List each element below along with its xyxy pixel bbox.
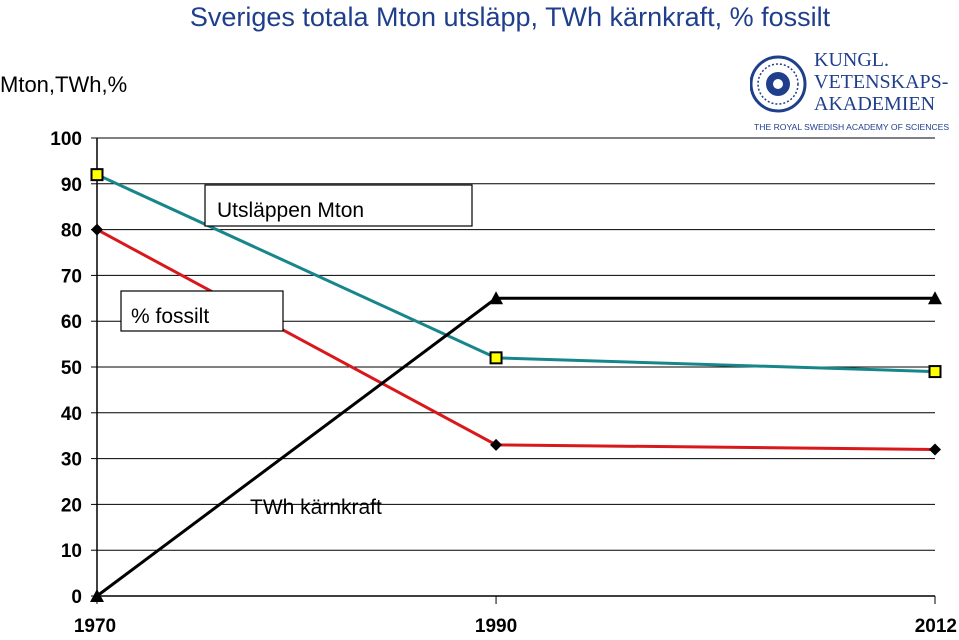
x-tick-label: 1970 [74, 616, 116, 637]
y-tick-label: 50 [61, 358, 82, 379]
y-tick-label: 90 [61, 175, 82, 196]
logo-line-2: VETENSKAPS- [814, 71, 948, 93]
series-label-box [120, 290, 284, 332]
x-tick-labels: 1970 1990 2012 [74, 616, 957, 637]
y-tick-label: 60 [61, 312, 82, 333]
series-label: Utsläppen Mton [217, 199, 364, 222]
data-point [91, 223, 103, 236]
x-tick-label: 1990 [475, 616, 517, 637]
chart-title: Sveriges totala Mton utsläpp, TWh kärnkr… [189, 2, 831, 32]
y-tick-label: 0 [71, 587, 82, 608]
y-tick-label: 70 [61, 266, 82, 287]
series-annotations: Utsläppen Mton % fossilt TWh kärnkraft [120, 184, 473, 519]
series-markers [90, 168, 942, 602]
y-tick-label: 10 [61, 541, 82, 562]
data-point [90, 168, 104, 182]
y-tick-label: 100 [50, 129, 82, 150]
logo-line-3: AKADEMIEN [814, 93, 935, 115]
data-point [489, 291, 504, 305]
series-label: % fossilt [131, 305, 209, 328]
crest-icon [750, 55, 807, 113]
data-point [929, 443, 941, 456]
series-label-box [204, 184, 473, 227]
logo-tagline: THE ROYAL SWEDISH ACADEMY OF SCIENCES [754, 122, 949, 132]
y-tick-label: 30 [61, 450, 82, 471]
data-point [928, 291, 942, 305]
data-point [489, 351, 503, 365]
y-tick-label: 20 [61, 495, 82, 516]
series-lines [96, 173, 936, 598]
logo-line-1: KUNGL. [814, 49, 889, 71]
data-point [490, 438, 503, 451]
x-tick-label: 2012 [915, 616, 957, 637]
data-point [90, 589, 104, 602]
y-tick-label: 80 [61, 221, 82, 242]
academy-logo: KUNGL. VETENSKAPS- AKADEMIEN THE ROYAL S… [750, 49, 949, 132]
data-point [928, 365, 942, 379]
y-axis-label: Mton,TWh,% [0, 72, 128, 97]
series-label: TWh kärnkraft [250, 496, 382, 519]
y-tick-labels: 0 10 20 30 40 50 60 70 80 90 100 [50, 129, 82, 608]
series-line [96, 228, 936, 451]
axes [91, 137, 936, 604]
y-tick-label: 40 [61, 404, 82, 425]
